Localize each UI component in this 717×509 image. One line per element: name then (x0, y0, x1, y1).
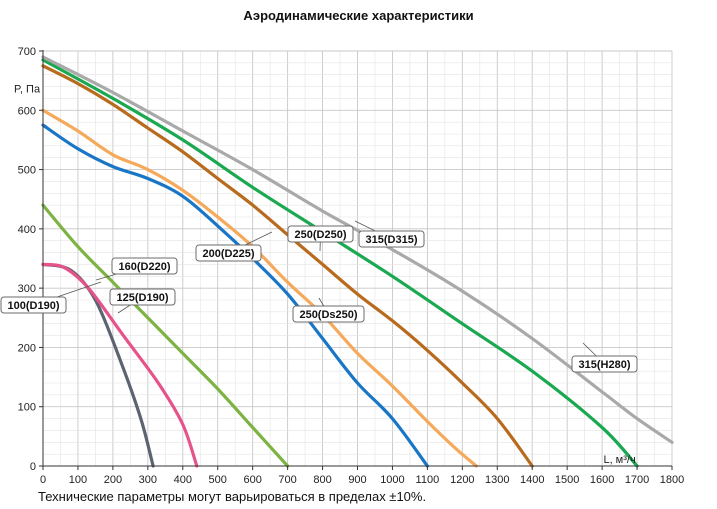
line-chart: 0 100 200 300 400 500 600 700 800 900 1000 1100 1200… (0, 46, 684, 486)
series-lines (41, 55, 674, 468)
x-tick-label: 1600 (590, 474, 614, 486)
x-tick-label: 1400 (520, 474, 544, 486)
series-line-315-h280 (41, 55, 674, 444)
x-tick-label: 600 (243, 474, 261, 486)
callout-label-160-d220: 160(D220) (119, 261, 171, 273)
x-tick-label: 1300 (485, 474, 509, 486)
y-tick-label: 0 (30, 461, 36, 473)
x-tick-label: 900 (348, 474, 366, 486)
callouts: 100(D190) 160(D220) 125(D190) 200(D225) 250(… (0, 220, 638, 373)
x-tick-label: 100 (69, 474, 87, 486)
footnote: Технические параметры могут варьироватьс… (38, 489, 427, 504)
callout-box (287, 225, 354, 243)
y-tick-label: 500 (18, 165, 36, 177)
x-tick-label: 300 (139, 474, 157, 486)
callout-label-315-h280: 315(H280) (579, 359, 631, 371)
series-line-125-d190 (41, 262, 199, 468)
y-tick-label: 100 (18, 402, 36, 414)
callout-box (109, 288, 176, 306)
callout-label-250-d250: 250(D250) (295, 229, 347, 241)
x-tick-label: 700 (278, 474, 296, 486)
axes: 0 100 200 300 400 500 600 700 800 900 1000 1100 1200… (14, 46, 684, 486)
x-tick-label: 200 (104, 474, 122, 486)
callout-box (0, 296, 67, 314)
callout-label-200-d225: 200(D225) (203, 248, 255, 260)
callout-box (111, 257, 178, 275)
x-tick-label: 1500 (555, 474, 579, 486)
x-tick-label: 1000 (380, 474, 404, 486)
x-tick-label: 500 (209, 474, 227, 486)
y-tick-label: 600 (18, 105, 36, 117)
x-tick-label: 1800 (660, 474, 684, 486)
y-tick-label: 300 (18, 283, 36, 295)
x-tick-label: 0 (40, 474, 46, 486)
callout-box (195, 244, 262, 262)
series-line-200-d225 (41, 123, 429, 468)
callout-label-125-d190: 125(D190) (117, 292, 169, 304)
y-tick-label: 200 (18, 342, 36, 354)
x-tick-label: 800 (313, 474, 331, 486)
chart-title: Аэродинамические характеристики (243, 8, 474, 23)
y-axis-label: P, Па (14, 84, 41, 96)
series-line-250-ds250 (41, 108, 478, 468)
series-line-315-d315 (41, 58, 639, 468)
callout-box (292, 305, 365, 323)
x-tick-label: 1200 (450, 474, 474, 486)
callout-label-250-ds250: 250(Ds250) (299, 309, 357, 321)
y-tick-label: 700 (18, 46, 36, 58)
callout-label-100-d190: 100(D190) (8, 300, 60, 312)
series-line-160-d220 (41, 203, 290, 468)
callout-box (358, 230, 425, 248)
callout-box (571, 355, 638, 373)
y-tick-label: 400 (18, 224, 36, 236)
callout-label-315-d315: 315(D315) (366, 234, 418, 246)
x-tick-label: 1100 (416, 474, 440, 486)
x-axis-label: L, м³/ч (603, 454, 635, 466)
x-tick-label: 1700 (625, 474, 649, 486)
x-tick-label: 400 (174, 474, 192, 486)
